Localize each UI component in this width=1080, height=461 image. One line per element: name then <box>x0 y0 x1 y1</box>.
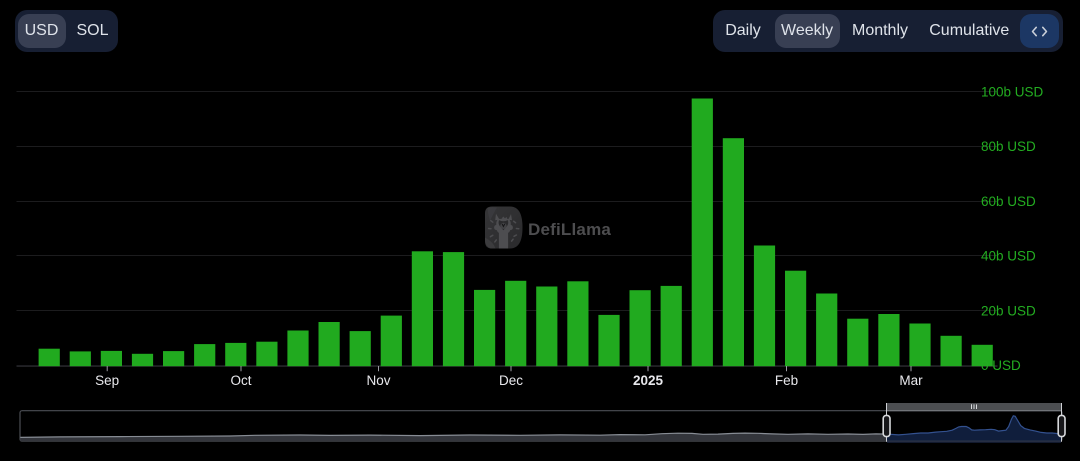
svg-text:20b USD: 20b USD <box>981 303 1036 318</box>
svg-text:60b USD: 60b USD <box>981 194 1036 209</box>
svg-text:DefiLlama: DefiLlama <box>528 220 611 239</box>
svg-text:Feb: Feb <box>775 373 798 388</box>
svg-text:Oct: Oct <box>230 373 251 388</box>
svg-text:Sep: Sep <box>95 373 119 388</box>
svg-text:100b USD: 100b USD <box>981 84 1044 99</box>
svg-text:Mar: Mar <box>899 373 923 388</box>
svg-text:Dec: Dec <box>499 373 523 388</box>
svg-text:80b USD: 80b USD <box>981 139 1036 154</box>
svg-text:0 USD: 0 USD <box>981 358 1021 373</box>
svg-text:Nov: Nov <box>366 373 390 388</box>
svg-text:40b USD: 40b USD <box>981 249 1036 264</box>
svg-text:2025: 2025 <box>633 373 664 388</box>
